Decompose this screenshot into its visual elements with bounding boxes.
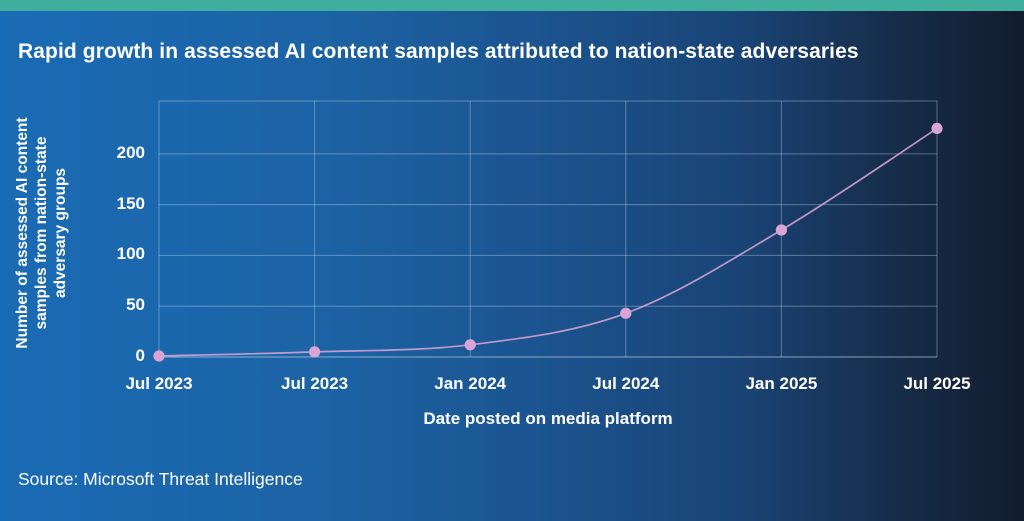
x-tick-label: Jul 2025 — [903, 374, 971, 393]
y-tick-label: 100 — [116, 244, 145, 264]
x-tick-label: Jul 2023 — [125, 374, 193, 393]
data-point — [464, 339, 476, 351]
y-tick-label: 150 — [116, 193, 145, 213]
data-point — [775, 224, 788, 236]
trend-line — [158, 127, 938, 357]
x-tick-label: Jul 2023 — [281, 374, 349, 393]
plot-frame — [158, 100, 938, 358]
y-tick-label: 50 — [126, 295, 145, 315]
source-attribution: Source: Microsoft Threat Intelligence — [18, 469, 303, 489]
data-point — [620, 307, 632, 319]
y-tick-label: 0 — [135, 346, 145, 365]
data-point — [309, 346, 321, 358]
page-title: Rapid growth in assessed AI content samp… — [18, 40, 859, 64]
data-point — [153, 350, 165, 362]
x-tick-label: Jul 2024 — [592, 374, 660, 393]
data-point — [931, 122, 943, 134]
x-tick-label: Jan 2024 — [434, 374, 507, 393]
x-tick-label: Jan 2025 — [745, 374, 818, 393]
x-axis-title: Date posted on media platform — [423, 409, 673, 428]
y-tick-label: 200 — [116, 142, 145, 162]
top-accent-bar — [0, 0, 1024, 11]
